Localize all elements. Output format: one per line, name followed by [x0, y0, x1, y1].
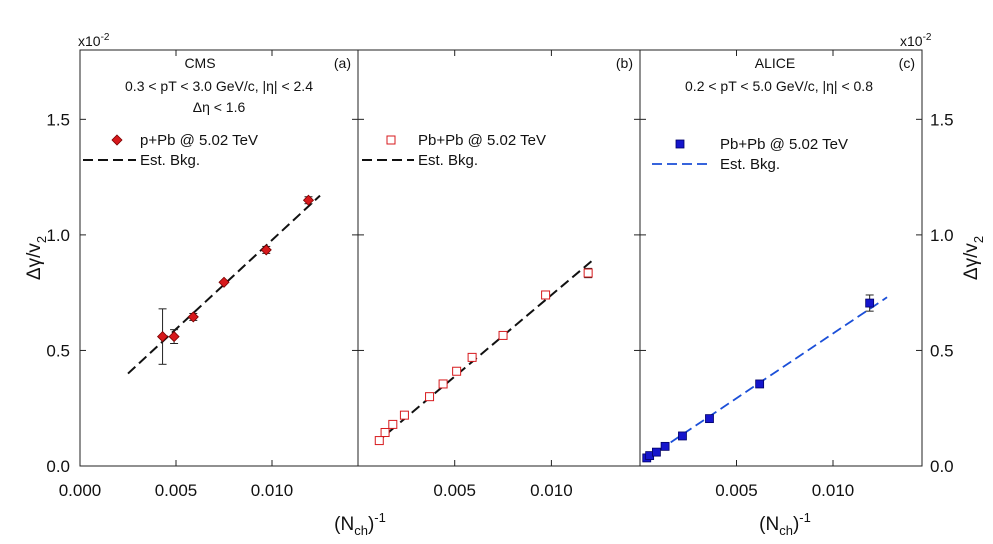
legend-b-marker-PbPb: [386, 135, 396, 145]
y-axis-label-left: Δγ/v2: [24, 236, 49, 280]
legend-b-label-bkg: Est. Bkg.: [418, 152, 478, 169]
legend-a: p+Pb @ 5.02 TeV Est. Bkg.: [83, 132, 258, 169]
panel-a-point: [156, 331, 169, 343]
panel-b-point: [498, 330, 508, 340]
panel-c-xtick-label: 0.010: [812, 481, 855, 500]
panel-b-xtick-label: 0.010: [530, 481, 573, 500]
panel-a-ytick-label: 1.0: [46, 226, 70, 245]
legend-a-marker-pPb: [111, 134, 123, 146]
panel-a-point: [302, 194, 315, 206]
y-axis-label-right: Δγ/v2: [961, 236, 986, 280]
panel-b-point: [467, 352, 477, 362]
panel-a-cuts: 0.3 < pT < 3.0 GeV/c, |η| < 2.4: [125, 78, 313, 94]
legend-a-label-bkg: Est. Bkg.: [140, 152, 200, 169]
panel-b-point: [388, 419, 398, 429]
panel-a-xtick-label: 0.005: [155, 481, 198, 500]
multiplier-left: x10-2: [78, 32, 110, 49]
legend-c-label-bkg: Est. Bkg.: [720, 156, 780, 173]
panel-a-ytick-label: 0.0: [46, 457, 70, 476]
legend-c-label-PbPb: Pb+Pb @ 5.02 TeV: [720, 136, 848, 153]
panel-a-point: [260, 244, 272, 256]
panel-a-deta: Δη < 1.6: [193, 99, 246, 115]
legend-b-label-PbPb: Pb+Pb @ 5.02 TeV: [418, 132, 546, 149]
panel-b-point: [438, 379, 448, 389]
x-axis-label-c: (Nch)-1: [759, 510, 811, 538]
legend-c-marker-PbPb: [675, 139, 685, 149]
panel-c-tag: (c): [899, 55, 915, 71]
panel-c-point: [678, 431, 687, 441]
plot-layer: 0.000 0.005 0.010 0.0 0.5 1.0 1.5 0.005 0.010 0.0…: [46, 50, 954, 500]
legend-a-label-pPb: p+Pb @ 5.02 TeV: [140, 132, 258, 149]
panel-c-point: [660, 441, 670, 451]
panel-b-point: [425, 392, 435, 402]
panel-b-point: [452, 366, 462, 376]
panel-c-ytick-label: 0.0: [930, 457, 954, 476]
panel-a-point: [187, 311, 199, 323]
panel-a-bkg-line: [127, 194, 321, 375]
panel-b-point: [374, 436, 384, 446]
x-axis-label-a: (Nch)-1: [334, 510, 386, 538]
panel-b-xtick-label: 0.005: [433, 481, 476, 500]
panel-a-point: [218, 276, 230, 288]
panel-b-frame: [357, 49, 641, 467]
panel-b-tag: (b): [616, 55, 633, 71]
panel-c-frame: [639, 49, 923, 467]
panel-c-cuts: 0.2 < pT < 5.0 GeV/c, |η| < 0.8: [685, 78, 873, 94]
panel-c-ytick-label: 1.0: [930, 226, 954, 245]
panel-a-xtick-label: 0.010: [251, 481, 294, 500]
panel-b-point: [399, 410, 409, 420]
panel-a-point: [168, 331, 180, 343]
multiplier-right: x10-2: [900, 32, 932, 49]
panel-a-tag: (a): [334, 55, 351, 71]
panel-c-ytick-label: 1.5: [930, 110, 954, 129]
legend-c: Pb+Pb @ 5.02 TeV Est. Bkg.: [652, 136, 848, 173]
panel-b-point: [583, 268, 593, 278]
panel-c-point: [652, 447, 661, 457]
panel-a-ytick-label: 1.5: [46, 110, 70, 129]
panel-c-xtick-label: 0.005: [715, 481, 758, 500]
panel-b-point: [380, 427, 390, 437]
panel-a-experiment: CMS: [184, 55, 215, 71]
panel-b-point: [541, 290, 551, 300]
legend-b: Pb+Pb @ 5.02 TeV Est. Bkg.: [362, 132, 546, 169]
panel-b-bkg-line: [376, 258, 595, 443]
panel-c-experiment: ALICE: [755, 55, 795, 71]
panel-c-ytick-label: 0.5: [930, 341, 954, 360]
panel-c-point: [865, 298, 875, 308]
panel-a-ytick-label: 0.5: [46, 341, 70, 360]
panel-a-xtick-label: 0.000: [59, 481, 102, 500]
panel-c-point: [755, 379, 765, 389]
panel-c-point: [705, 414, 714, 424]
